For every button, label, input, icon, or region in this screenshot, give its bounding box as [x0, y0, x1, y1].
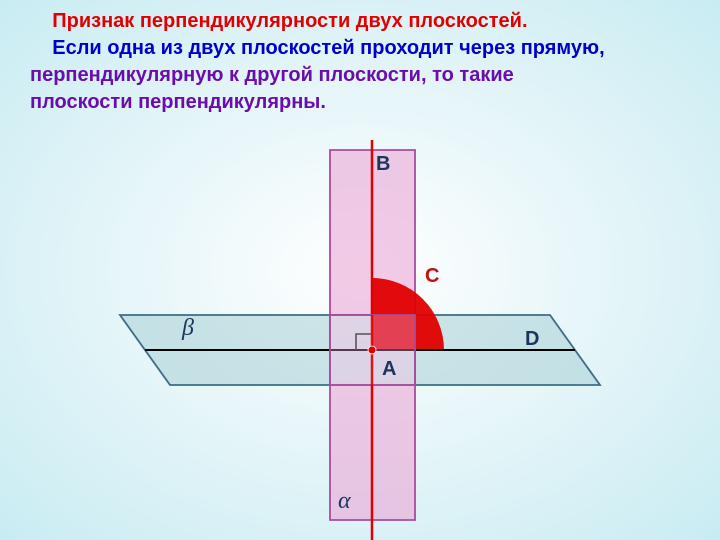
conclusion-line-2: плоскости перпендикулярны. [30, 91, 326, 113]
geometry-diagram: A B C D α β [80, 140, 640, 540]
title-line: Признак перпендикулярности двух плоскост… [30, 10, 528, 32]
label-c: C [425, 265, 439, 287]
label-d: D [525, 328, 539, 350]
label-alpha: α [338, 488, 351, 514]
condition-line: Если одна из двух плоскостей проходит че… [30, 37, 605, 59]
point-a [368, 346, 376, 354]
label-a: A [382, 358, 396, 380]
conclusion-line-1: перпендикулярную к другой плоскости, то … [30, 64, 514, 86]
theorem-text: Признак перпендикулярности двух плоскост… [30, 8, 700, 116]
label-b: B [376, 153, 390, 175]
label-beta: β [181, 315, 194, 341]
